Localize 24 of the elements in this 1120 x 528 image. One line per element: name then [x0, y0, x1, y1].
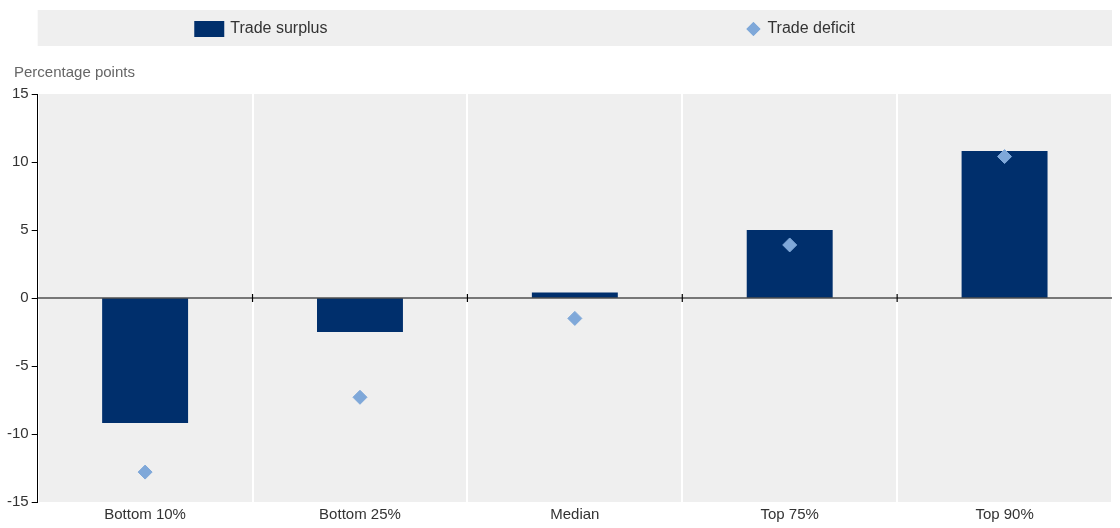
y-tick-label: 10 — [11, 152, 29, 170]
bar — [961, 151, 1048, 298]
y-axis-title: Percentage points — [14, 62, 135, 80]
legend-label: Trade surplus — [230, 19, 328, 37]
point — [782, 237, 798, 253]
y-tick-label: -5 — [15, 356, 29, 374]
x-tick-label: Bottom 10% — [104, 505, 186, 523]
point — [137, 464, 153, 480]
legend-label: Trade deficit — [767, 19, 856, 37]
y-tick-label: 0 — [20, 288, 29, 306]
point — [352, 389, 368, 405]
bar — [746, 230, 833, 298]
y-tick-label: -10 — [6, 424, 29, 442]
point — [567, 310, 583, 326]
y-tick-label: -15 — [6, 492, 29, 510]
bar — [102, 298, 189, 424]
y-tick-label: 15 — [11, 84, 29, 102]
x-tick-label: Top 75% — [760, 505, 819, 523]
bar — [317, 298, 403, 332]
y-tick-label: 5 — [20, 220, 29, 238]
x-tick-label: Bottom 25% — [319, 505, 401, 523]
point — [997, 149, 1013, 165]
x-tick-label: Top 90% — [975, 505, 1034, 523]
x-tick-label: Median — [550, 505, 600, 523]
